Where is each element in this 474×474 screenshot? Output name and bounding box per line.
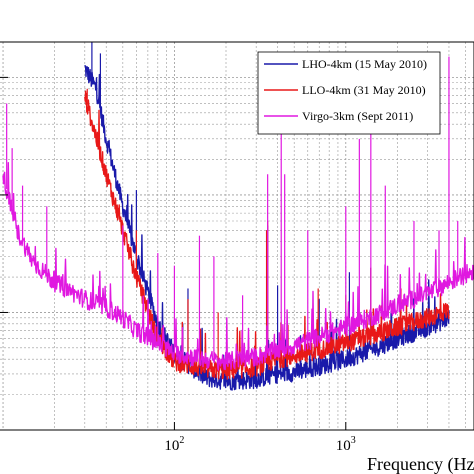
legend-label: LLO-4km (31 May 2010) <box>302 83 426 97</box>
x-axis-label: Frequency (Hz <box>367 454 474 474</box>
legend-label: LHO-4km (15 May 2010) <box>302 57 427 71</box>
x-tick-label: 102 <box>164 435 184 454</box>
legend-box <box>257 51 441 135</box>
legend-label: Virgo-3km (Sept 2011) <box>302 109 413 123</box>
x-tick-label: 103 <box>336 435 356 454</box>
plot-frame <box>0 41 474 431</box>
x-tick-labels: 102 103 <box>164 435 355 454</box>
series-floor-line <box>2 162 474 371</box>
series-traces <box>2 42 474 391</box>
legend: LHO-4km (15 May 2010) LLO-4km (31 May 201… <box>257 51 441 135</box>
